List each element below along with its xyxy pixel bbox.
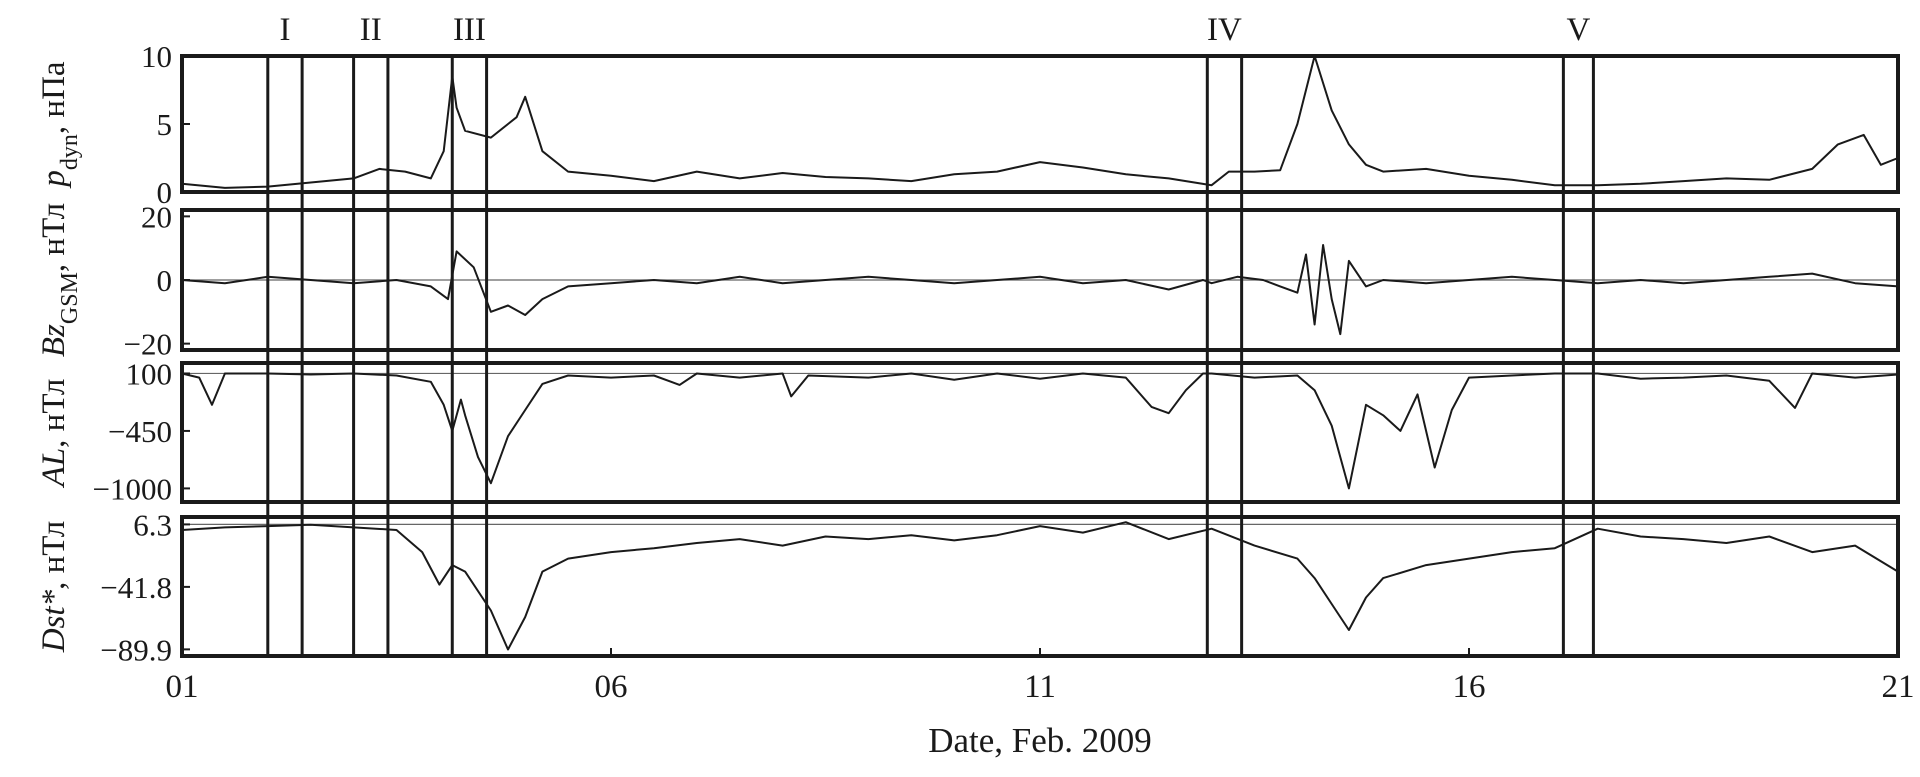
- y-tick-label-bz: 0: [157, 263, 173, 298]
- panel-al: 100 −450 −1000 AL, нТл: [36, 356, 1900, 506]
- intervals-layer: I II III IV V: [266, 12, 1595, 656]
- panel-frame-al: [180, 361, 1900, 504]
- x-tick-label: 11: [1024, 669, 1056, 705]
- series-line-pdyn: [181, 55, 1899, 189]
- x-axis-title: Date, Feb. 2009: [928, 721, 1152, 760]
- y-axis-label-pdyn: pdyn, нПа: [36, 61, 83, 188]
- panel-bz: 20 0 −20 BzGSM, нТл: [36, 199, 1900, 362]
- series-line-bz: [181, 244, 1899, 336]
- interval-V: V: [1561, 12, 1595, 656]
- x-axis: 01 06 11 16 21 Date, Feb. 2009: [166, 648, 1915, 760]
- interval-IV: IV: [1205, 12, 1244, 656]
- series-line-dst: [181, 521, 1899, 651]
- y-tick-label-al: −450: [108, 414, 172, 449]
- y-tick-label-dst: −89.9: [100, 632, 172, 667]
- y-tick-label-bz: 20: [141, 199, 172, 234]
- panel-dst: 6.3 −41.8 −89.9 Dst*, нТл: [36, 507, 1900, 667]
- x-tick-label: 21: [1882, 669, 1915, 705]
- y-tick-label-dst: 6.3: [133, 507, 172, 542]
- interval-label: II: [360, 12, 382, 48]
- interval-label: III: [453, 12, 486, 48]
- series-line-al: [181, 372, 1899, 490]
- interval-label: V: [1566, 12, 1590, 48]
- panel-frame-dst: [180, 515, 1900, 658]
- y-tick-label-dst: −41.8: [100, 570, 172, 605]
- x-tick-label: 01: [166, 669, 199, 705]
- y-axis-label-dst: Dst*, нТл: [36, 521, 72, 654]
- y-tick-label-pdyn: 10: [141, 39, 172, 74]
- interval-label: IV: [1207, 12, 1242, 48]
- y-axis-label-bz: BzGSM, нТл: [36, 203, 83, 357]
- y-axis-label-al: AL, нТл: [36, 379, 72, 489]
- y-tick-label-pdyn: 5: [157, 107, 173, 142]
- y-tick-label-bz: −20: [124, 327, 172, 362]
- interval-I: I: [266, 12, 304, 656]
- interval-II: II: [352, 12, 390, 656]
- interval-III: III: [450, 12, 489, 656]
- x-tick-label: 06: [595, 669, 628, 705]
- y-tick-label-pdyn: 0: [157, 175, 173, 210]
- y-tick-label-al: −1000: [93, 471, 172, 506]
- panel-frame-pdyn: [180, 54, 1900, 194]
- y-tick-label-al: 100: [126, 356, 173, 391]
- x-tick-label: 16: [1453, 669, 1486, 705]
- interval-label: I: [279, 12, 290, 48]
- panel-pdyn: 10 5 0 pdyn, нПа: [36, 39, 1900, 210]
